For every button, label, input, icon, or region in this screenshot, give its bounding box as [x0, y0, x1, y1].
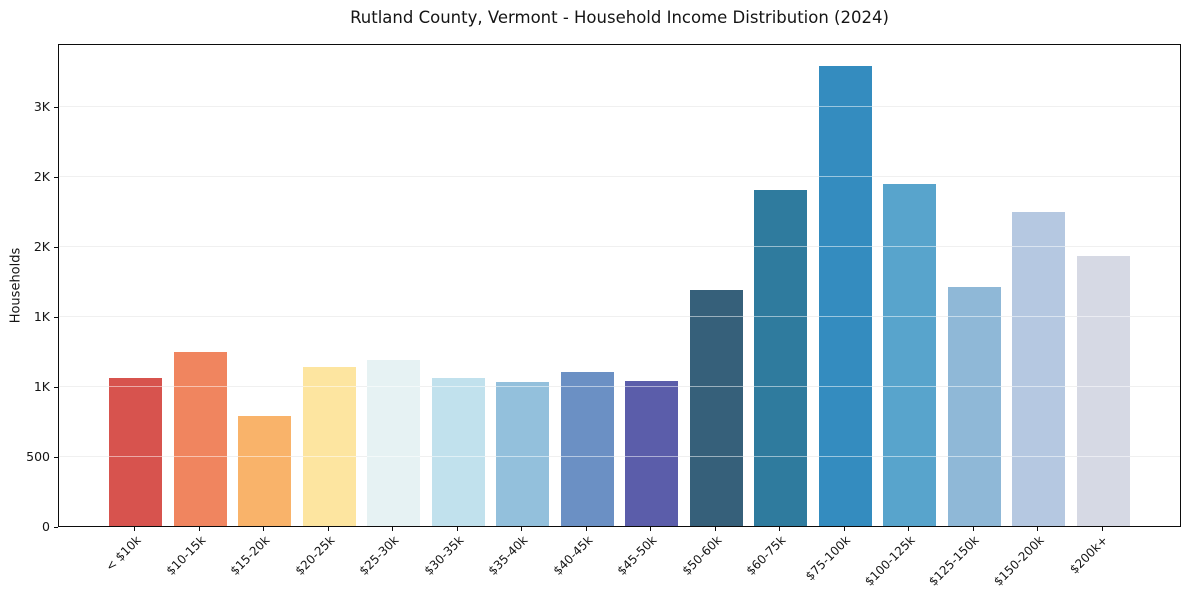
x-tick-label: $30-35k: [421, 533, 466, 578]
x-tick-mark: [1101, 527, 1103, 531]
x-tick-mark: [134, 527, 135, 531]
bar-$25-30k: [367, 360, 420, 526]
y-tick-mark: [54, 456, 58, 458]
x-tick-mark: [263, 527, 264, 531]
y-tick-label: 1K: [33, 379, 50, 394]
bar-$15-20k: [238, 416, 291, 526]
x-tick-mark: [392, 527, 393, 531]
y-tick-label: 2K: [33, 169, 50, 184]
gridline-overlay: [59, 245, 1180, 247]
bar-$40-45k: [560, 372, 614, 526]
x-tick-mark: [972, 527, 974, 531]
chart-title: Rutland County, Vermont - Household Inco…: [350, 8, 889, 27]
y-tick-label: 0: [42, 519, 50, 534]
x-tick-mark: [779, 527, 780, 531]
x-tick-mark: [650, 527, 651, 531]
y-tick-label: 2K: [33, 239, 50, 254]
x-tick-label: $15-20k: [227, 533, 273, 578]
bar-$35-40k: [496, 381, 549, 526]
y-tick-mark: [54, 106, 58, 108]
bar-$75-100k: [818, 66, 872, 526]
y-tick-mark: [54, 526, 58, 528]
x-tick-label: $20-25k: [292, 533, 337, 578]
bar-< $10k: [109, 378, 162, 526]
x-tick-label: $200k+: [1067, 533, 1111, 577]
y-tick-mark: [54, 316, 58, 318]
gridline-overlay: [59, 385, 1180, 387]
x-tick-mark: [456, 527, 458, 531]
x-tick-label: $45-50k: [614, 533, 660, 578]
x-tick-mark: [327, 527, 329, 531]
gridline-overlay: [59, 455, 1180, 457]
x-tick-mark: [843, 527, 845, 531]
y-tick-mark: [54, 246, 58, 248]
x-tick-mark: [198, 527, 200, 531]
x-tick-label: $75-100k: [802, 533, 853, 584]
x-tick-label: $50-60k: [679, 533, 724, 578]
gridline-overlay: [59, 315, 1180, 317]
gridline-overlay: [59, 175, 1180, 177]
gridline-overlay: [59, 105, 1180, 107]
y-tick-mark: [54, 176, 58, 178]
x-tick-mark: [521, 527, 522, 531]
bar-$45-50k: [625, 381, 678, 526]
x-tick-mark: [1037, 527, 1038, 531]
x-tick-label: $150-200k: [990, 533, 1047, 589]
y-tick-label: 1K: [33, 309, 50, 324]
x-tick-label: $100-125k: [861, 533, 918, 589]
x-tick-label: $25-30k: [356, 533, 402, 578]
x-tick-label: $60-75k: [743, 533, 789, 578]
x-tick-label: $125-150k: [926, 533, 982, 589]
y-tick-mark: [54, 386, 58, 388]
y-tick-label: 500: [26, 449, 50, 464]
bar-$200k+: [1076, 255, 1130, 526]
x-tick-mark: [908, 527, 909, 531]
bar-$150-200k: [1012, 211, 1065, 526]
y-tick-label: 3K: [33, 99, 50, 114]
x-tick-label: < $10k: [102, 533, 144, 574]
bar-$125-150k: [947, 287, 1001, 526]
x-tick-label: $40-45k: [550, 533, 595, 578]
bar-$30-35k: [431, 378, 485, 526]
bar-$100-125k: [883, 183, 936, 526]
bar-$50-60k: [689, 290, 743, 526]
x-tick-label: $10-15k: [163, 533, 208, 578]
x-tick-mark: [585, 527, 587, 531]
x-tick-label: $35-40k: [485, 533, 531, 578]
bar-$60-75k: [754, 190, 807, 526]
bar-$20-25k: [302, 367, 356, 526]
x-tick-mark: [714, 527, 716, 531]
bar-$10-15k: [173, 351, 227, 526]
plot-area: [58, 44, 1181, 527]
